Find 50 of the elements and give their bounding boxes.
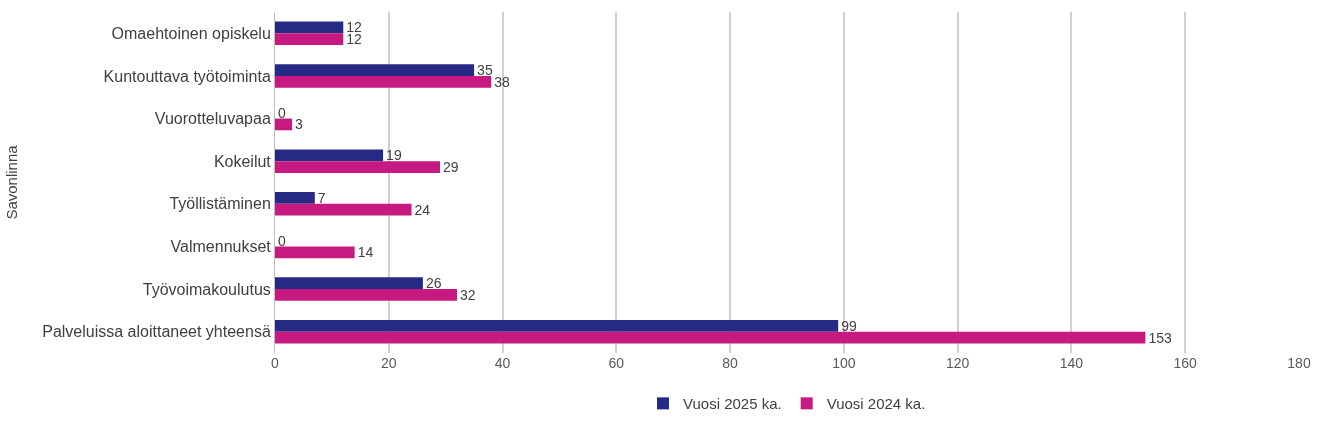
bar (275, 118, 293, 131)
x-tick-label: 180 (1287, 355, 1311, 371)
data-label: 7 (317, 189, 326, 206)
legend-label: Vuosi 2025 ka. (683, 395, 782, 413)
x-tick-label: 80 (722, 355, 739, 371)
bar (275, 149, 384, 162)
data-label: 35 (477, 62, 493, 79)
data-label: 38 (494, 73, 510, 90)
x-tick-label: 140 (1059, 355, 1084, 371)
bar (275, 64, 475, 76)
y-tick-label: Kokeilut (213, 152, 272, 170)
data-label: 0 (278, 232, 286, 249)
data-label: 12 (346, 31, 363, 48)
data-label: 153 (1148, 329, 1172, 346)
bar (275, 192, 315, 204)
data-label: 14 (357, 244, 374, 261)
data-label: 32 (460, 286, 476, 303)
bar (275, 331, 1146, 344)
x-tick-label: 40 (494, 355, 511, 371)
x-tick-label: 120 (945, 355, 970, 371)
bar (275, 21, 344, 34)
bar (275, 203, 412, 216)
data-label: 26 (425, 275, 442, 292)
y-tick-label: Valmennukset (170, 238, 272, 256)
bar (275, 277, 423, 290)
bar (275, 75, 492, 88)
y-tick-label: Työvoimakoulutus (142, 280, 271, 298)
bar (275, 33, 344, 46)
x-tick-label: 20 (380, 355, 397, 371)
x-tick-label: 0 (271, 355, 280, 371)
y-axis-title: Savonlinna (3, 144, 21, 220)
data-label: 24 (414, 201, 431, 218)
legend-label: Vuosi 2024 ka. (826, 395, 926, 413)
y-tick-label: Työllistäminen (169, 195, 271, 213)
data-label: 0 (278, 104, 286, 121)
bar (275, 246, 355, 259)
y-tick-label: Vuorotteluvapaa (154, 110, 271, 128)
data-label: 29 (442, 159, 459, 176)
x-tick-label: 100 (832, 355, 856, 371)
y-tick-label: Kuntouttava työtoiminta (103, 67, 271, 85)
x-tick-label: 160 (1173, 355, 1198, 371)
x-tick-label: 60 (608, 355, 625, 371)
data-label: 3 (295, 116, 304, 133)
bar (275, 319, 839, 332)
bar (275, 289, 458, 301)
y-tick-label: Palveluissa aloittaneet yhteensä (42, 323, 271, 341)
data-label: 19 (386, 147, 402, 164)
bar (275, 161, 440, 173)
data-label: 99 (841, 317, 857, 334)
y-tick-label: Omaehtoinen opiskelu (111, 24, 271, 42)
